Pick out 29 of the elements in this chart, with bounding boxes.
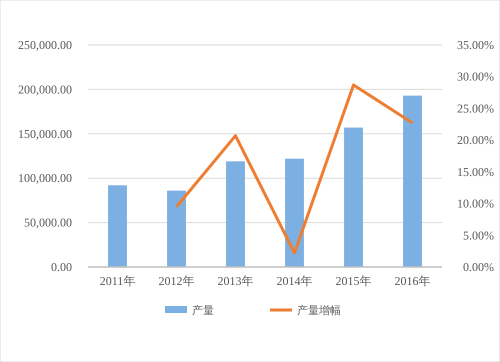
- y2-tick-label: 35.00%: [457, 38, 494, 52]
- legend-label: 产量增幅: [297, 304, 341, 317]
- y2-tick-label: 10.00%: [457, 196, 494, 211]
- y-tick-label: 200,000.00: [18, 82, 72, 96]
- y-tick-label: 100,000.00: [18, 171, 72, 186]
- y-tick-label: 250,000.00: [18, 38, 72, 52]
- x-tick-label: 2014年: [276, 274, 312, 288]
- x-tick-label: 2015年: [336, 274, 372, 288]
- legend-label: 产量: [192, 304, 214, 317]
- line-series: [175, 83, 414, 255]
- bar: [167, 190, 186, 267]
- bar: [344, 128, 363, 267]
- x-tick-label: 2016年: [394, 274, 430, 288]
- y2-tick-label: 30.00%: [457, 70, 494, 84]
- bar: [285, 158, 304, 267]
- bar: [108, 185, 127, 267]
- y-tick-label: 50,000.00: [24, 216, 72, 230]
- x-tick-label: 2013年: [218, 274, 254, 288]
- x-tick-label: 2011年: [100, 274, 136, 288]
- y-tick-label: 150,000.00: [18, 126, 72, 141]
- y2-tick-label: 25.00%: [457, 101, 494, 116]
- bar: [403, 96, 422, 267]
- y-tick-label: 0.00: [51, 260, 72, 274]
- bar: [226, 161, 245, 267]
- x-tick-label: 2012年: [158, 274, 194, 288]
- y2-tick-label: 15.00%: [457, 164, 494, 179]
- y2-tick-label: 5.00%: [463, 228, 494, 242]
- y2-tick-label: 0.00%: [463, 260, 494, 274]
- y2-tick-label: 20.00%: [457, 133, 494, 148]
